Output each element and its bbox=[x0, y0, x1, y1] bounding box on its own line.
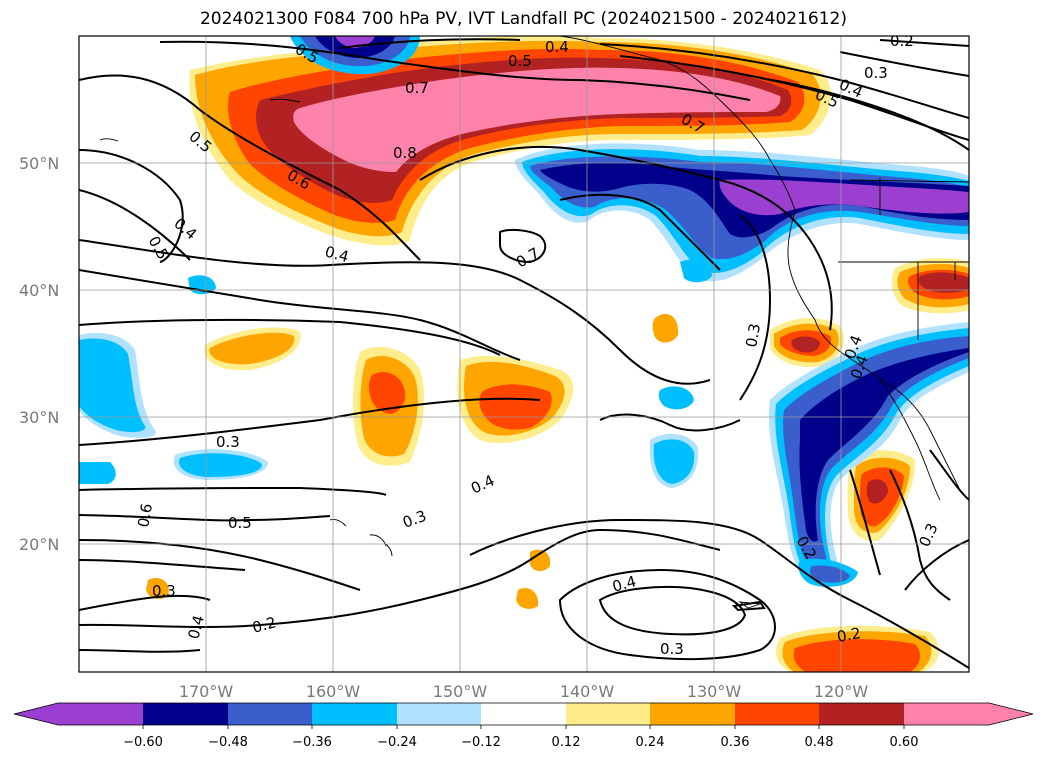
contour-label: 0.2 bbox=[836, 624, 863, 646]
coastlines bbox=[99, 36, 969, 609]
colorbar-segment bbox=[228, 703, 312, 725]
lon-label-150w: 150°W bbox=[433, 682, 488, 701]
colorbar-tick-label: −0.36 bbox=[292, 735, 332, 750]
colorbar-segment bbox=[312, 703, 397, 725]
lat-label-40n: 40°N bbox=[19, 281, 59, 300]
colorbar-tick-label: −0.48 bbox=[208, 735, 248, 750]
colorbar-segment bbox=[904, 703, 989, 725]
colorbar-tick-label: 0.24 bbox=[636, 735, 665, 750]
contour-label: 0.6 bbox=[134, 502, 156, 529]
colorbar-segment bbox=[566, 703, 650, 725]
colorbar-segment bbox=[819, 703, 904, 725]
contour-label: 0.8 bbox=[393, 144, 417, 162]
contour-label: 0.4 bbox=[184, 613, 208, 641]
latitude-labels: 50°N 40°N 30°N 20°N bbox=[19, 154, 59, 554]
colorbar-segment bbox=[58, 703, 143, 725]
colorbar-segment bbox=[650, 703, 735, 725]
contour-label: 0.3 bbox=[152, 582, 176, 600]
colorbar-tick-label: −0.24 bbox=[377, 735, 417, 750]
colorbar: −0.60 −0.48 −0.36 −0.24 −0.12 0.12 0.24 … bbox=[13, 702, 1034, 750]
contour-label: 0.2 bbox=[250, 613, 278, 637]
colorbar-segment bbox=[397, 703, 481, 725]
colorbar-tick-label: 0.12 bbox=[552, 735, 581, 750]
colorbar-tick-label: 0.60 bbox=[890, 735, 919, 750]
contour-label: 0.3 bbox=[660, 640, 684, 658]
map-frame bbox=[78, 35, 970, 673]
colorbar-segment bbox=[481, 703, 566, 725]
colorbar-tick-label: 0.48 bbox=[805, 735, 834, 750]
contour-label: 0.4 bbox=[323, 242, 351, 266]
contour-label: 0.4 bbox=[610, 572, 638, 596]
contour-label: 0.4 bbox=[545, 38, 569, 56]
contour-label: 0.5 bbox=[228, 514, 252, 532]
lon-label-130w: 130°W bbox=[687, 682, 742, 701]
gridlines bbox=[79, 36, 969, 672]
colorbar-tick-label: 0.36 bbox=[721, 735, 750, 750]
pv-contours bbox=[79, 38, 969, 669]
contour-label: 0.7 bbox=[405, 79, 429, 97]
colorbar-extend-min bbox=[14, 703, 58, 725]
contour-label: 0.5 bbox=[508, 52, 532, 70]
contour-label: 0.2 bbox=[890, 32, 914, 50]
colorbar-segment bbox=[735, 703, 819, 725]
negative-anomaly-fills bbox=[79, 36, 969, 588]
lon-label-140w: 140°W bbox=[560, 682, 615, 701]
map-panel: 0.4 0.5 0.7 0.8 0.5 0.6 0.4 0.5 0.4 0.7 … bbox=[79, 32, 969, 672]
colorbar-extend-max bbox=[989, 703, 1033, 725]
lat-label-30n: 30°N bbox=[19, 408, 59, 427]
lat-label-20n: 20°N bbox=[19, 535, 59, 554]
map-title: 2024021300 F084 700 hPa PV, IVT Landfall… bbox=[199, 9, 847, 29]
colorbar-tick-label: −0.60 bbox=[123, 735, 163, 750]
lon-label-170w: 170°W bbox=[179, 682, 234, 701]
contour-label: 0.3 bbox=[742, 322, 764, 349]
colorbar-tick-label: −0.12 bbox=[461, 735, 501, 750]
longitude-labels: 170°W 160°W 150°W 140°W 130°W 120°W bbox=[179, 682, 869, 701]
contour-label: 0.3 bbox=[864, 64, 888, 82]
lon-label-160w: 160°W bbox=[306, 682, 361, 701]
lon-label-120w: 120°W bbox=[814, 682, 869, 701]
colorbar-segment bbox=[143, 703, 228, 725]
contour-label: 0.3 bbox=[216, 433, 240, 451]
lat-label-50n: 50°N bbox=[19, 154, 59, 173]
